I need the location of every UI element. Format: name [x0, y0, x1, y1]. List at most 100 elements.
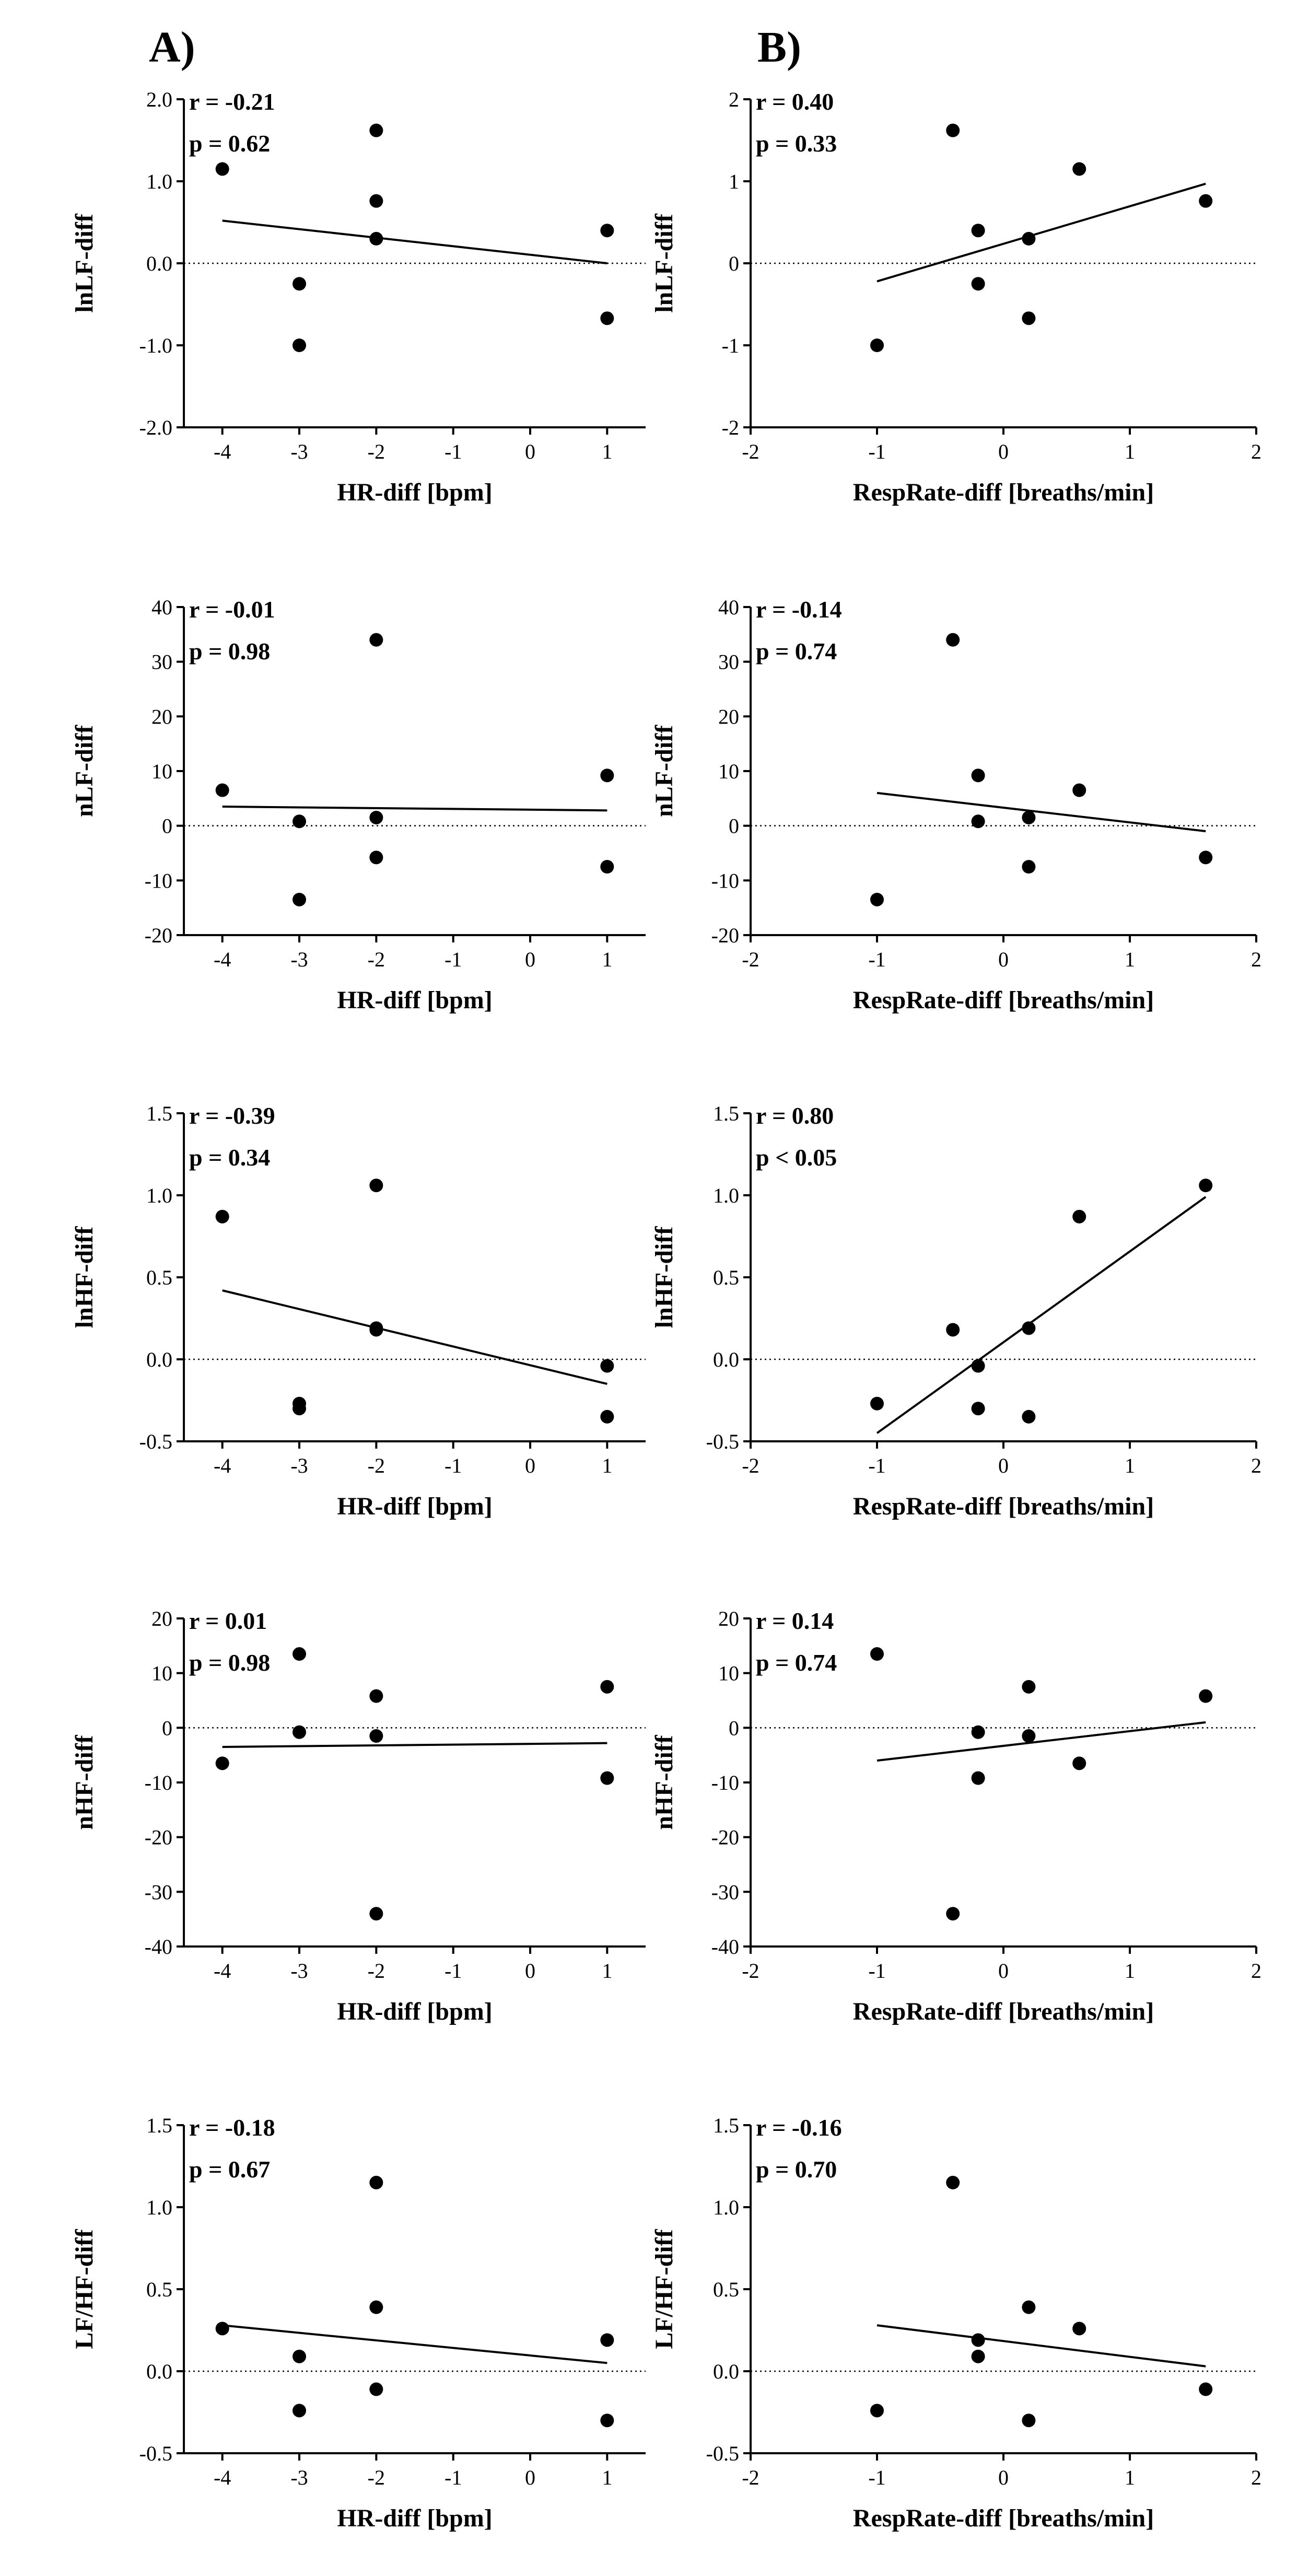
data-point	[946, 1907, 960, 1921]
y-tick-label: 0	[162, 814, 172, 838]
y-tick-label: 1.5	[146, 1102, 172, 1125]
x-tick-label: -1	[445, 1959, 462, 1983]
data-point	[600, 224, 614, 238]
x-tick-label: -3	[290, 1959, 308, 1983]
data-point	[600, 1680, 614, 1694]
x-tick-label: 1	[1125, 440, 1135, 463]
x-tick-label: -2	[742, 1959, 759, 1983]
y-tick-label: 10	[718, 760, 739, 783]
data-point	[369, 1179, 383, 1193]
y-axis-label: lnHF-diff	[650, 1226, 678, 1328]
x-tick-label: 1	[602, 1959, 612, 1983]
x-tick-label: -2	[368, 1454, 385, 1477]
regression-line	[876, 2324, 1206, 2368]
x-tick-label: -4	[214, 948, 231, 971]
x-tick-label: -3	[290, 1454, 308, 1477]
x-tick-label: 1	[602, 948, 612, 971]
y-tick-label: -40	[145, 1935, 172, 1959]
y-tick-label: -20	[711, 1826, 739, 1849]
chart-a-row2: -0.5 0.0 0.5 1.0 1.5 -4 -3 -2 -1 0 1 HR-diff [bpm] l…	[71, 1102, 646, 1520]
y-tick-label: 20	[718, 1607, 739, 1630]
data-point	[600, 1771, 614, 1785]
x-tick-label: 0	[998, 440, 1009, 463]
data-point	[971, 1359, 985, 1373]
data-point	[369, 810, 383, 824]
stat-r: r = -0.21	[189, 88, 275, 115]
x-tick-label: -1	[868, 1454, 885, 1477]
x-tick-label: -4	[214, 2466, 231, 2489]
data-point	[1199, 1179, 1213, 1193]
y-tick-label: -0.5	[706, 2442, 739, 2465]
data-point	[369, 633, 383, 647]
data-point	[293, 1402, 306, 1416]
data-point	[971, 1771, 985, 1785]
x-axis-label: RespRate-diff [breaths/min]	[853, 479, 1154, 506]
data-point	[1072, 783, 1086, 797]
data-point	[1022, 1680, 1036, 1694]
data-point	[1072, 1209, 1086, 1223]
x-tick-label: 0	[525, 2466, 535, 2489]
x-tick-label: -1	[868, 440, 885, 463]
x-tick-label: -2	[742, 948, 759, 971]
x-axis-label: HR-diff [bpm]	[337, 986, 492, 1014]
y-tick-label: 0.5	[146, 1266, 172, 1289]
data-point	[1072, 2322, 1086, 2336]
chart-b-row0: -2 -1 0 1 2 -2 -1 0 1 2 RespRate-diff [breaths/min…	[650, 88, 1261, 506]
data-point	[215, 1209, 229, 1223]
y-tick-label: -20	[145, 924, 172, 947]
x-axis-label: HR-diff [bpm]	[337, 2504, 492, 2532]
y-tick-label: 20	[718, 705, 739, 728]
y-tick-label: -40	[711, 1935, 739, 1959]
x-tick-label: -4	[214, 1959, 231, 1983]
y-tick-label: 10	[151, 1662, 172, 1685]
stat-r: r = 0.80	[756, 1102, 834, 1129]
x-tick-label: -2	[368, 440, 385, 463]
y-tick-label: -0.5	[139, 1430, 172, 1453]
data-point	[971, 768, 985, 783]
x-tick-label: 1	[1125, 1454, 1135, 1477]
y-tick-label: -10	[711, 1771, 739, 1794]
y-tick-label: 1.0	[146, 1184, 172, 1207]
data-point	[1199, 2382, 1213, 2396]
data-point	[1022, 810, 1036, 824]
x-tick-label: -3	[290, 948, 308, 971]
data-point	[971, 2333, 985, 2347]
y-tick-label: -1	[722, 334, 739, 357]
y-axis-label: nLF-diff	[71, 725, 98, 817]
data-point	[369, 194, 383, 208]
stat-r: r = -0.16	[756, 2114, 842, 2141]
data-point	[870, 2404, 884, 2418]
data-point	[600, 1409, 614, 1424]
y-tick-label: -10	[145, 869, 172, 892]
data-point	[971, 1402, 985, 1416]
data-point	[369, 850, 383, 865]
y-tick-label: 1.5	[713, 2114, 739, 2137]
regression-line	[876, 182, 1206, 283]
y-axis-label: LF/HF-diff	[71, 2229, 98, 2349]
data-point	[215, 162, 229, 176]
regression-line	[222, 1289, 607, 1385]
y-tick-label: -2	[722, 416, 739, 439]
y-tick-label: 1.5	[146, 2114, 172, 2137]
stat-r: r = 0.01	[189, 1607, 267, 1634]
data-point	[293, 1647, 306, 1661]
data-point	[600, 768, 614, 783]
y-tick-label: 0	[729, 814, 739, 838]
stat-p: p = 0.74	[756, 1649, 837, 1676]
y-tick-label: 30	[718, 650, 739, 674]
x-tick-label: 1	[1125, 2466, 1135, 2489]
data-point	[600, 2414, 614, 2428]
data-point	[1022, 1729, 1036, 1743]
data-point	[1022, 311, 1036, 325]
x-tick-label: 2	[1251, 440, 1261, 463]
y-tick-label: 30	[151, 650, 172, 674]
y-tick-label: 40	[151, 596, 172, 619]
data-point	[293, 2404, 306, 2418]
y-axis-label: nLF-diff	[650, 725, 678, 817]
chart-b-row4: -0.5 0.0 0.5 1.0 1.5 -2 -1 0 1 2 RespRate-diff [br…	[650, 2114, 1261, 2532]
x-tick-label: -2	[742, 2466, 759, 2489]
y-axis-label: lnHF-diff	[71, 1226, 98, 1328]
